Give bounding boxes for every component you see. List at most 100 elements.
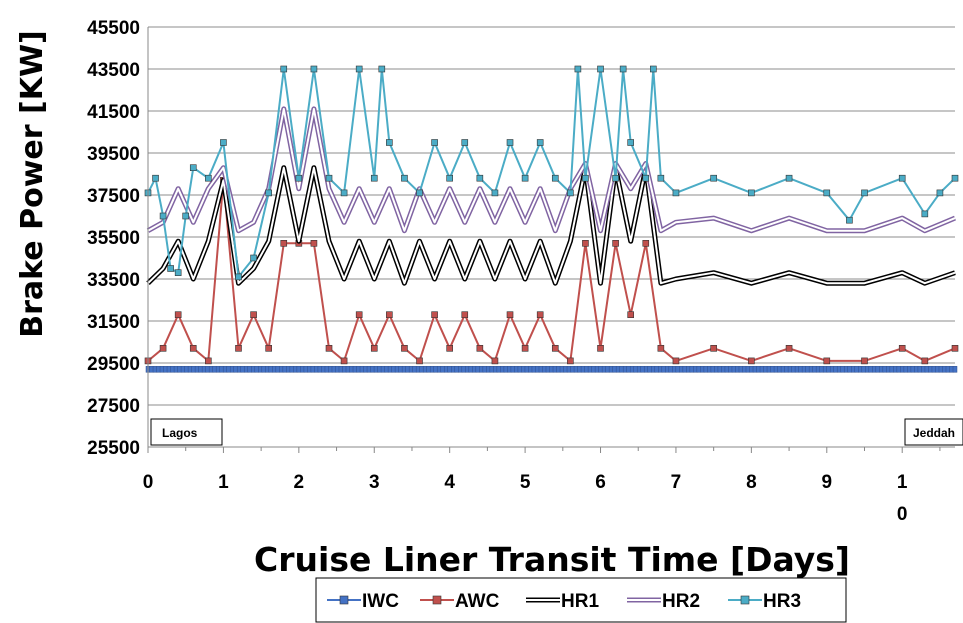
data-point-hr3 — [650, 65, 657, 73]
data-point-awc — [898, 344, 906, 352]
data-point-awc — [174, 311, 182, 319]
data-point-awc — [401, 344, 408, 352]
annotation-lagos: Lagos — [150, 418, 223, 446]
data-point-hr3 — [476, 174, 484, 182]
y-tick-label: 25500 — [87, 438, 140, 459]
x-tick-labels: 0 1 2 3 4 5 6 7 8 9 10 — [143, 472, 908, 525]
data-point-awc — [461, 311, 469, 319]
data-point-awc — [823, 357, 831, 365]
data-point-awc — [506, 311, 514, 319]
x-tick-label: 8 — [746, 472, 757, 493]
data-point-hr3 — [235, 273, 242, 281]
x-tick-label: 9 — [821, 472, 832, 493]
data-point-awc — [612, 240, 619, 247]
data-point-awc — [280, 240, 288, 247]
data-point-awc — [370, 344, 378, 352]
data-point-awc — [951, 344, 959, 352]
series-awc — [144, 177, 959, 365]
data-point-awc — [189, 344, 197, 352]
data-point-iwc — [952, 366, 958, 373]
legend-label-hr1: HR1 — [561, 591, 599, 612]
data-point-awc — [597, 344, 604, 352]
data-point-awc — [265, 344, 272, 352]
data-point-awc — [672, 357, 680, 365]
y-tick-label: 33500 — [87, 270, 140, 291]
data-point-hr3 — [220, 139, 227, 146]
legend-label-awc: AWC — [455, 591, 500, 612]
data-point-hr3 — [567, 189, 574, 197]
x-tick-label: 6 — [595, 472, 606, 493]
data-point-hr3 — [370, 174, 378, 182]
data-point-hr3 — [491, 189, 499, 197]
x-axis-title: Cruise Liner Transit Time [Days] — [254, 540, 850, 579]
data-point-hr3 — [182, 212, 190, 220]
data-point-hr3 — [551, 174, 559, 182]
data-point-awc — [310, 240, 318, 247]
data-point-awc — [340, 357, 348, 365]
data-point-awc — [250, 311, 257, 319]
data-point-awc — [551, 344, 559, 352]
legend-item-hr1: HR1 — [526, 591, 599, 612]
legend: IWC AWC HR1 HR2 HR3 — [315, 577, 847, 623]
data-point-awc — [386, 311, 393, 319]
y-tick-label: 35500 — [87, 228, 140, 249]
data-point-hr3 — [612, 174, 619, 182]
data-point-hr3 — [446, 174, 453, 182]
legend-item-hr2: HR2 — [627, 591, 700, 612]
data-point-hr3 — [506, 139, 514, 146]
data-point-awc — [205, 357, 212, 365]
data-point-awc — [582, 240, 589, 247]
data-point-hr3 — [340, 189, 348, 197]
data-point-hr3 — [355, 65, 363, 73]
data-point-hr3 — [846, 216, 853, 224]
data-point-hr3 — [574, 65, 582, 73]
y-tick-label: 45500 — [87, 18, 140, 39]
x-tick-label: 1 — [218, 472, 229, 493]
data-point-hr3 — [710, 174, 717, 182]
data-point-hr3 — [325, 174, 333, 182]
y-tick-label: 27500 — [87, 396, 140, 417]
x-tick-label: 5 — [520, 472, 531, 493]
series-hr2 — [146, 106, 956, 234]
data-point-hr3 — [619, 65, 627, 73]
series-line-awc — [147, 179, 956, 362]
x-tick-label: 7 — [671, 472, 682, 493]
data-point-awc — [785, 344, 793, 352]
data-point-hr3 — [152, 174, 159, 182]
data-point-hr3 — [174, 269, 182, 277]
axes — [147, 27, 955, 453]
data-point-hr3 — [189, 164, 197, 171]
data-point-awc — [355, 311, 363, 319]
x-tick-label: 3 — [369, 472, 380, 493]
data-point-hr3 — [521, 174, 529, 182]
data-point-awc — [657, 344, 665, 352]
legend-label-iwc: IWC — [362, 591, 399, 612]
series-iwc — [145, 366, 958, 373]
annotation-jeddah-label: Jeddah — [913, 426, 955, 440]
data-point-hr3 — [921, 210, 929, 218]
data-point-hr3 — [657, 174, 665, 182]
data-point-hr3 — [823, 189, 831, 197]
data-point-awc — [567, 357, 574, 365]
data-point-hr3 — [627, 139, 634, 146]
data-point-hr3 — [401, 174, 408, 182]
x-tick-label: 0 — [143, 472, 154, 493]
legend-item-iwc: IWC — [327, 591, 399, 612]
legend-item-hr3: HR3 — [728, 591, 801, 612]
data-point-hr3 — [642, 174, 650, 182]
x-tick-label: 0 — [897, 504, 908, 525]
data-point-hr3 — [205, 174, 212, 182]
series-layer — [144, 65, 959, 373]
data-point-awc — [921, 357, 929, 365]
data-point-hr3 — [310, 65, 318, 73]
data-point-awc — [710, 344, 717, 352]
data-point-hr3 — [265, 189, 272, 197]
data-point-hr3 — [748, 189, 755, 197]
y-tick-label: 37500 — [87, 186, 140, 207]
data-point-hr3 — [295, 174, 303, 182]
data-point-hr3 — [431, 139, 438, 146]
data-point-awc — [627, 311, 634, 319]
x-tick-label: 2 — [294, 472, 305, 493]
y-axis-title: Brake Power [KW] — [15, 30, 50, 338]
